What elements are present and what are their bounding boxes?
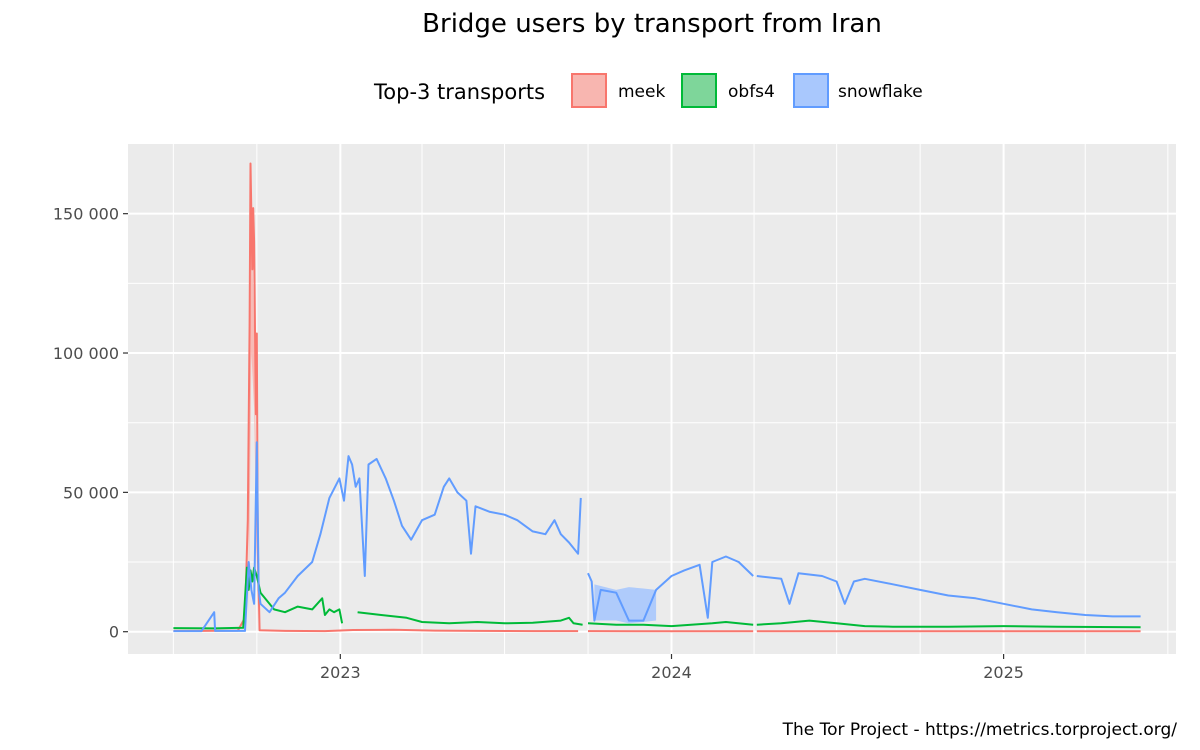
series-line-meek bbox=[173, 162, 579, 633]
x-axis: 2023 2024 2025 bbox=[320, 654, 1024, 682]
series-line-obfs4 bbox=[357, 611, 583, 626]
y-tick-label: 150 000 bbox=[53, 205, 119, 224]
y-tick-label: 100 000 bbox=[53, 344, 119, 363]
y-tick-label: 0 bbox=[109, 623, 119, 642]
x-tick-label: 2023 bbox=[320, 663, 361, 682]
band-meek bbox=[248, 213, 258, 624]
series-lines bbox=[173, 162, 1141, 633]
series-line-snowflake bbox=[587, 555, 754, 622]
legend-label-snowflake: snowflake bbox=[838, 82, 923, 102]
legend-title: Top-3 transports bbox=[373, 80, 545, 104]
band-snowflake bbox=[594, 584, 657, 624]
x-tick-label: 2024 bbox=[651, 663, 692, 682]
legend-label-obfs4: obfs4 bbox=[728, 82, 775, 102]
legend-key-meek bbox=[571, 73, 607, 108]
y-tick-label: 50 000 bbox=[63, 483, 119, 502]
bands bbox=[248, 213, 657, 624]
legend-label-meek: meek bbox=[618, 82, 665, 102]
legend-key-obfs4 bbox=[681, 73, 717, 108]
series-line-obfs4 bbox=[587, 621, 754, 628]
legend-items: meek obfs4 snowflake bbox=[571, 73, 923, 108]
x-tick-label: 2025 bbox=[983, 663, 1024, 682]
caption: The Tor Project - https://metrics.torpro… bbox=[782, 720, 1178, 740]
series-line-snowflake bbox=[756, 572, 1141, 618]
chart-title: Bridge users by transport from Iran bbox=[422, 9, 882, 39]
y-axis: 0 50 000 100 000 150 000 bbox=[53, 205, 128, 642]
series-line-snowflake bbox=[173, 441, 582, 633]
series-line-obfs4 bbox=[756, 619, 1141, 629]
plot-panel bbox=[128, 144, 1176, 654]
legend: Top-3 transports meek obfs4 snowflake bbox=[373, 73, 923, 108]
legend-key-snowflake bbox=[793, 73, 829, 108]
